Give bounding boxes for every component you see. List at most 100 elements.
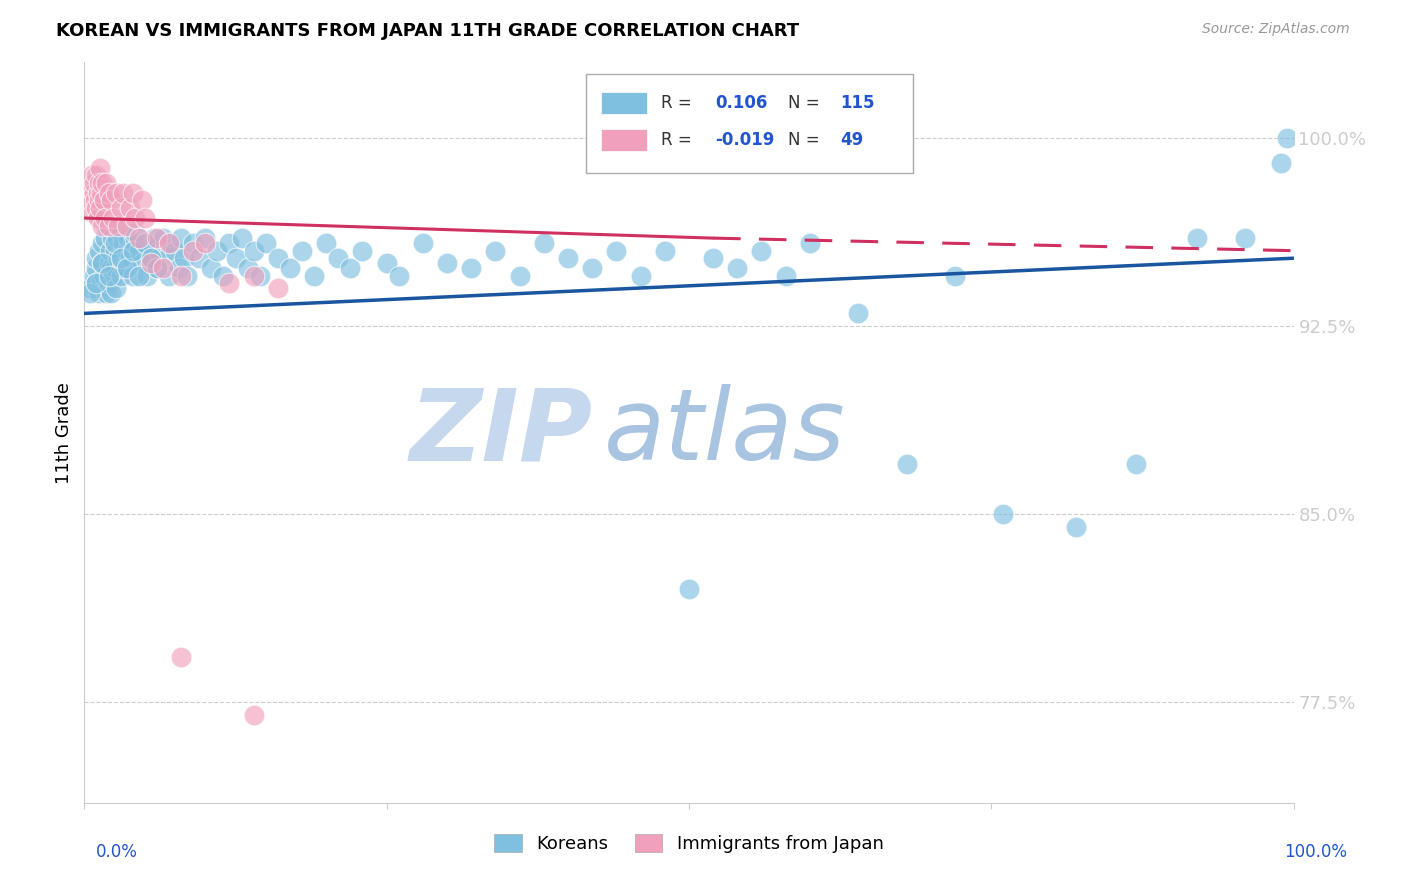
Point (136, 268, 159, 283)
Point (121, 186, 143, 200)
Point (86, 261, 108, 276)
Text: KOREAN VS IMMIGRANTS FROM JAPAN 11TH GRADE CORRELATION CHART: KOREAN VS IMMIGRANTS FROM JAPAN 11TH GRA… (56, 22, 800, 40)
Point (236, 261, 259, 276)
Point (267, 251, 290, 265)
Point (1125, 457, 1147, 471)
Point (86, 277, 108, 291)
Point (89, 201, 111, 215)
Point (131, 194, 153, 208)
Point (242, 708, 264, 723)
Point (993, 507, 1015, 521)
Point (89, 161, 111, 175)
Text: 49: 49 (841, 131, 863, 149)
Point (173, 251, 195, 265)
Point (86, 201, 108, 215)
Point (152, 231, 174, 245)
Text: N =: N = (789, 131, 825, 149)
Point (194, 236, 217, 251)
Point (84, 194, 107, 208)
Point (388, 268, 411, 283)
Point (134, 236, 156, 251)
Point (97, 219, 120, 233)
Point (104, 186, 127, 200)
Point (86, 169, 108, 183)
Point (188, 251, 211, 265)
FancyBboxPatch shape (586, 73, 912, 173)
Point (100, 194, 122, 208)
Point (87, 194, 110, 208)
Point (846, 306, 869, 320)
Point (146, 261, 169, 276)
Point (160, 236, 183, 251)
Point (412, 236, 434, 251)
Point (97, 277, 120, 291)
Point (120, 251, 142, 265)
Point (93, 194, 115, 208)
Point (110, 251, 132, 265)
Point (131, 256, 153, 270)
Point (91, 176, 114, 190)
Text: ZIP: ZIP (409, 384, 592, 481)
Point (94, 219, 117, 233)
Point (702, 251, 724, 265)
Point (94, 231, 117, 245)
Point (90, 274, 112, 288)
Point (79, 194, 101, 208)
Point (167, 261, 190, 276)
Point (110, 268, 132, 283)
Point (86, 277, 108, 291)
Point (218, 277, 240, 291)
Point (484, 244, 506, 258)
Point (110, 201, 132, 215)
FancyBboxPatch shape (600, 92, 647, 114)
Point (79, 286, 101, 301)
Point (1185, 231, 1208, 245)
Point (115, 219, 138, 233)
Point (134, 211, 156, 225)
Point (170, 650, 193, 665)
Text: 100.0%: 100.0% (1284, 843, 1347, 861)
Point (328, 251, 350, 265)
Text: 115: 115 (841, 95, 875, 112)
Legend: Koreans, Immigrants from Japan: Koreans, Immigrants from Japan (488, 827, 890, 861)
Point (581, 261, 603, 276)
Point (79, 181, 101, 195)
Point (375, 256, 398, 270)
Point (79, 281, 101, 295)
Point (91, 219, 114, 233)
Point (725, 261, 748, 276)
Point (139, 251, 162, 265)
Text: 0.0%: 0.0% (96, 843, 138, 861)
Point (117, 231, 139, 245)
Point (654, 244, 676, 258)
Point (90, 186, 112, 200)
Point (254, 236, 277, 251)
Point (242, 268, 264, 283)
Point (339, 261, 361, 276)
Point (218, 236, 240, 251)
Point (104, 281, 127, 295)
Text: -0.019: -0.019 (716, 131, 775, 149)
Point (112, 236, 135, 251)
Point (103, 211, 125, 225)
Point (121, 268, 143, 283)
Point (630, 268, 652, 283)
Point (94, 176, 117, 190)
Point (101, 231, 124, 245)
Point (134, 236, 156, 251)
Point (121, 244, 143, 258)
Point (231, 231, 253, 245)
Point (605, 244, 627, 258)
Point (267, 281, 290, 295)
Point (242, 244, 264, 258)
Point (80, 169, 103, 183)
Point (194, 231, 217, 245)
Point (91, 236, 114, 251)
Point (157, 268, 180, 283)
Point (139, 251, 162, 265)
Point (97, 268, 120, 283)
Point (775, 268, 797, 283)
Point (87, 286, 110, 301)
Point (249, 268, 271, 283)
Point (278, 261, 301, 276)
